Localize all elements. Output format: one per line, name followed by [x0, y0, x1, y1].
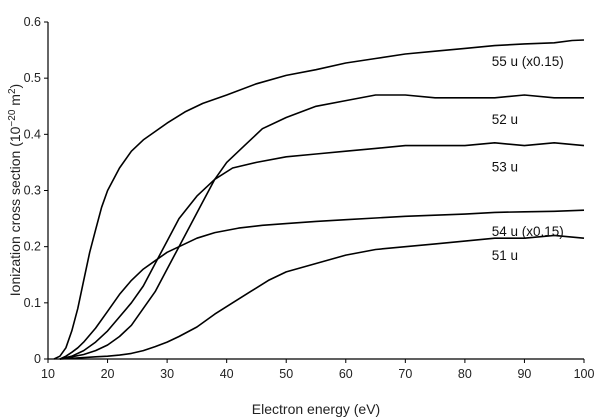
x-tick-label: 20 — [101, 367, 115, 381]
series-line-1 — [59, 94, 584, 360]
x-tick-label: 90 — [517, 367, 531, 381]
x-tick-label: 80 — [458, 367, 472, 381]
x-tick-label: 60 — [339, 367, 353, 381]
x-tick-label: 70 — [398, 367, 412, 381]
series-line-2 — [59, 142, 585, 360]
series-label-1: 52 u — [492, 112, 518, 127]
plot-area — [47, 22, 584, 360]
x-axis-title: Electron energy (eV) — [252, 401, 380, 417]
series-line-0 — [53, 39, 585, 360]
x-tick-label: 30 — [160, 367, 174, 381]
x-tick-label: 50 — [279, 367, 293, 381]
y-tick-label: 0.2 — [24, 240, 41, 254]
series-label-2: 53 u — [492, 160, 518, 175]
series-label-0: 55 u (x0.15) — [492, 54, 564, 69]
y-tick-label: 0.6 — [24, 15, 41, 29]
x-tick-label: 10 — [41, 367, 55, 381]
y-tick-label: 0.1 — [24, 296, 41, 310]
y-tick-label: 0.3 — [24, 184, 41, 198]
y-axis-title: Ionization cross section (10−20 m2) — [7, 84, 23, 296]
ticks: 10 20 30 40 50 60 70 80 90 100 0 0.1 0.2 0.3 0.4 0.5 0.6 — [24, 15, 595, 381]
series-labels: 55 u (x0.15) 52 u 53 u 54 u (x0.15) 51 u — [492, 54, 564, 263]
series-line-4 — [59, 234, 585, 360]
series-label-3: 54 u (x0.15) — [492, 224, 564, 239]
y-tick-label: 0.4 — [24, 127, 41, 141]
x-tick-label: 40 — [220, 367, 234, 381]
series-layer — [53, 39, 585, 360]
y-tick-label: 0.5 — [24, 71, 41, 85]
x-tick-label: 100 — [574, 367, 595, 381]
y-tick-label: 0 — [34, 352, 41, 366]
series-line-3 — [59, 209, 585, 360]
series-label-4: 51 u — [492, 248, 518, 263]
